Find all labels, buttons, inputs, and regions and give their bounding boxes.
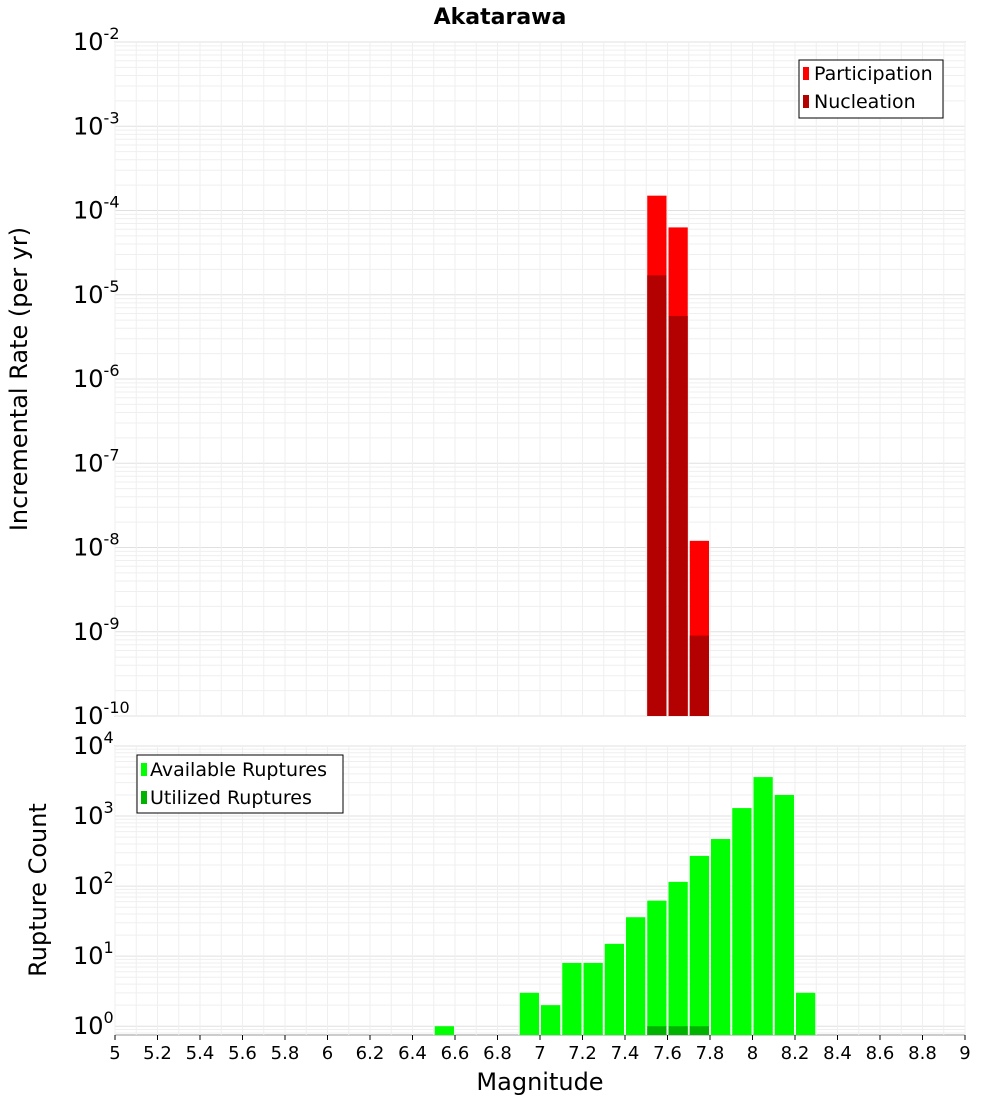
x-tick-label: 9 <box>959 1043 970 1064</box>
bottom-y-tick-label: 102 <box>73 868 114 900</box>
x-tick-label: 7.8 <box>696 1043 725 1064</box>
legend-swatch-available <box>141 763 147 776</box>
bottom-bar-0-9 <box>689 855 709 1035</box>
bottom-bar-0-0 <box>434 1026 454 1035</box>
x-tick-label: 6.2 <box>356 1043 385 1064</box>
x-axis-label: Magnitude <box>476 1068 603 1096</box>
x-tick-label: 5.4 <box>186 1043 215 1064</box>
bottom-bar-0-8 <box>668 881 688 1035</box>
x-tick-label: 5.8 <box>271 1043 300 1064</box>
bottom-y-axis-label: Rupture Count <box>24 803 52 977</box>
legend-label-nucleation: Nucleation <box>814 91 916 113</box>
bottom-legend: Available Ruptures Utilized Ruptures <box>136 754 344 814</box>
bottom-bar-0-13 <box>774 794 794 1035</box>
x-tick-label: 8.8 <box>908 1043 937 1064</box>
bottom-y-tick-label: 104 <box>73 728 114 760</box>
top-y-tick-label: 10-5 <box>73 277 120 309</box>
x-tick-label: 8.4 <box>823 1043 852 1064</box>
bottom-bar-0-2 <box>541 1005 561 1035</box>
bottom-bar-0-14 <box>796 992 816 1035</box>
top-y-tick-label: 10-3 <box>73 108 120 140</box>
top-grid <box>114 41 966 717</box>
top-y-tick-label: 10-2 <box>73 24 120 56</box>
x-tick-label: 8.6 <box>866 1043 895 1064</box>
bottom-bar-1-0 <box>647 1026 667 1035</box>
bottom-bars <box>434 777 816 1035</box>
x-tick-label: 6.6 <box>441 1043 470 1064</box>
bottom-bar-1-2 <box>689 1026 709 1035</box>
bottom-bar-0-3 <box>562 962 582 1035</box>
bottom-bar-0-10 <box>711 839 731 1035</box>
bottom-bar-0-7 <box>647 900 667 1035</box>
top-bar-1-1 <box>668 315 688 716</box>
bottom-y-ticks: 100 101 102 103 104 <box>73 728 114 1040</box>
x-tick-label: 6 <box>322 1043 333 1064</box>
top-y-tick-label: 10-9 <box>73 614 120 646</box>
x-tick-label: 8.2 <box>781 1043 810 1064</box>
bottom-bar-0-12 <box>753 777 773 1035</box>
bottom-legend-box <box>136 754 344 814</box>
x-ticks: 5 5.2 5.4 5.6 5.8 6 6.2 6.4 6.6 6.8 7 7.2 7.4 7.6 7.8 8… <box>109 1035 971 1064</box>
top-y-tick-label: 10-8 <box>73 530 120 562</box>
top-y-ticks: 10-10 10-9 10-8 10-7 10-6 10-5 10-4 10-3 10-2 <box>73 24 130 730</box>
legend-swatch-participation <box>803 67 809 80</box>
legend-label-available: Available Ruptures <box>150 759 327 781</box>
top-y-axis-label: Incremental Rate (per yr) <box>5 227 33 531</box>
bottom-bar-0-5 <box>604 943 624 1035</box>
top-bars <box>647 195 709 716</box>
x-tick-label: 6.4 <box>398 1043 427 1064</box>
x-tick-label: 6.8 <box>483 1043 512 1064</box>
bottom-y-tick-label: 103 <box>73 798 114 830</box>
top-y-tick-label: 10-6 <box>73 361 120 393</box>
bottom-bar-0-4 <box>583 962 603 1035</box>
bottom-bar-0-11 <box>732 808 752 1035</box>
top-bar-1-0 <box>647 275 667 716</box>
x-tick-label: 5 <box>109 1043 120 1064</box>
top-legend-box <box>798 59 944 119</box>
bottom-bar-1-1 <box>668 1026 688 1035</box>
bottom-panel: 100 101 102 103 104 5 5.2 5.4 5.6 5.8 6 6.2 6.4 6.6 6… <box>24 728 971 1096</box>
top-y-tick-label: 10-7 <box>73 445 120 477</box>
top-legend: Participation Nucleation <box>798 59 944 119</box>
x-tick-label: 7 <box>534 1043 545 1064</box>
bottom-bar-0-1 <box>519 992 539 1035</box>
top-y-tick-label: 10-4 <box>73 193 120 225</box>
bottom-y-tick-label: 100 <box>73 1008 114 1040</box>
x-tick-label: 5.6 <box>228 1043 257 1064</box>
legend-swatch-utilized <box>141 791 147 804</box>
legend-label-utilized: Utilized Ruptures <box>150 787 312 809</box>
legend-swatch-nucleation <box>803 95 809 108</box>
top-y-tick-label: 10-10 <box>73 698 130 730</box>
legend-label-participation: Participation <box>814 63 933 85</box>
x-tick-label: 7.2 <box>568 1043 597 1064</box>
bottom-y-tick-label: 101 <box>73 938 114 970</box>
x-tick-label: 8 <box>747 1043 758 1064</box>
x-tick-label: 5.2 <box>143 1043 172 1064</box>
x-tick-label: 7.6 <box>653 1043 682 1064</box>
chart-title: Akatarawa <box>434 5 567 30</box>
top-panel: 10-10 10-9 10-8 10-7 10-6 10-5 10-4 10-3 10-2 In… <box>5 24 966 730</box>
x-tick-label: 7.4 <box>611 1043 640 1064</box>
top-bar-1-2 <box>689 635 709 716</box>
bottom-bar-0-6 <box>626 917 646 1035</box>
